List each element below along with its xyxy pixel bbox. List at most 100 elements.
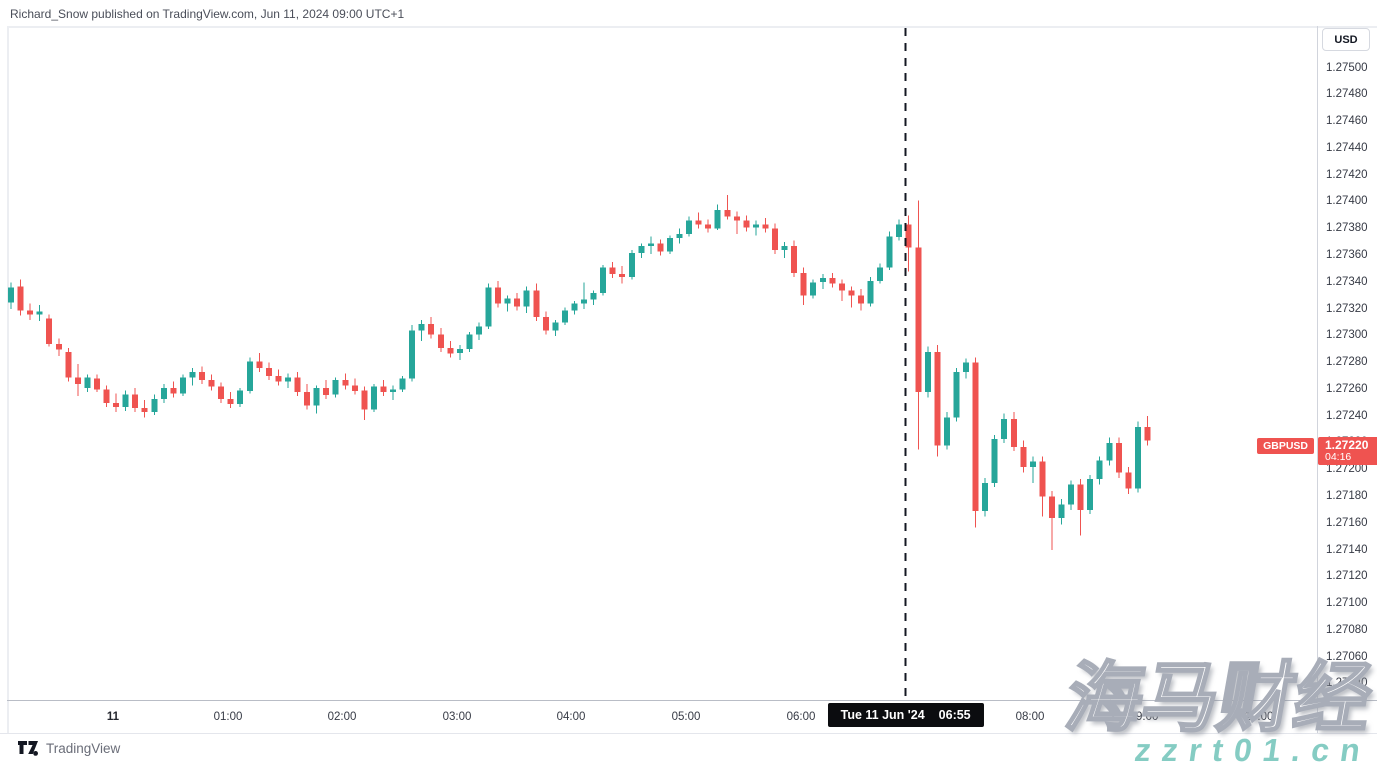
candle-body: [132, 394, 139, 409]
price-tick-label: 1.27340: [1326, 276, 1368, 288]
candle-body: [924, 351, 931, 393]
crosshair-date: Tue 11 Jun '24: [840, 708, 925, 722]
candle-body: [886, 236, 893, 268]
candle-body: [676, 234, 683, 239]
price-tick-label: 1.27160: [1326, 517, 1368, 529]
candle-body: [896, 224, 903, 237]
candle-body: [237, 390, 244, 405]
candle-body: [791, 246, 798, 273]
price-tick-label: 1.27060: [1326, 651, 1368, 663]
candle-body: [1029, 461, 1036, 468]
candle-body: [724, 209, 731, 217]
candle-body: [476, 326, 482, 335]
candle-body: [934, 351, 941, 446]
candle-body: [533, 290, 540, 318]
candle-body: [1096, 460, 1103, 480]
price-tick-label: 1.27360: [1326, 249, 1368, 261]
candle-body: [858, 295, 864, 304]
price-tick-label: 1.27400: [1326, 195, 1368, 207]
candle-body: [628, 252, 635, 277]
candle-body: [1039, 461, 1046, 497]
candle-body: [772, 228, 778, 251]
candle-body: [418, 323, 425, 331]
candle-body: [705, 224, 712, 229]
candle-body: [561, 310, 568, 323]
candle-body: [609, 267, 616, 275]
candle-body: [1020, 447, 1027, 468]
candle-body: [227, 398, 234, 405]
candle-body: [953, 372, 960, 418]
price-tick-label: 1.27420: [1326, 169, 1368, 181]
candle-body: [46, 318, 53, 344]
candle-body: [590, 293, 597, 300]
candle-body: [256, 361, 263, 368]
candle-body: [762, 224, 769, 229]
candle-body: [447, 347, 454, 354]
candle-body: [963, 362, 969, 372]
candle-body: [638, 246, 645, 253]
candle-body: [514, 298, 521, 307]
bottom-border: [0, 733, 1377, 734]
tradingview-brand[interactable]: TradingView: [18, 740, 120, 757]
candle-body: [1144, 426, 1151, 441]
candle-body: [810, 282, 817, 296]
price-tick-label: 1.27300: [1326, 329, 1368, 341]
price-axis-separator[interactable]: [1317, 26, 1318, 733]
candle-body: [84, 377, 91, 388]
candle-body: [1001, 418, 1008, 439]
crosshair-time: 06:55: [938, 708, 971, 722]
price-tick-label: 1.27320: [1326, 303, 1368, 315]
tradingview-brand-text: TradingView: [46, 741, 121, 756]
candle-body: [743, 220, 750, 228]
price-tick-label: 1.27100: [1326, 597, 1368, 609]
candle-body: [179, 377, 186, 394]
candle-body: [36, 311, 43, 315]
price-tick-label: 1.27460: [1326, 115, 1368, 127]
candle-body: [752, 224, 759, 228]
candle-body: [838, 283, 845, 291]
candle-body: [437, 334, 444, 348]
candle-body: [800, 272, 807, 296]
candle-body: [151, 398, 158, 413]
candle-body: [714, 209, 721, 229]
candle-body: [733, 216, 740, 221]
currency-toggle-button[interactable]: USD: [1322, 28, 1370, 51]
candle-body: [686, 220, 693, 235]
candle-body: [667, 238, 673, 252]
candle-body: [1087, 479, 1094, 510]
time-tick-label: 05:00: [671, 711, 701, 723]
time-tick-label: 02:00: [327, 711, 357, 723]
candle-body: [1125, 472, 1132, 489]
candle-body: [65, 351, 72, 378]
candle-body: [351, 385, 358, 391]
candle-body: [74, 377, 81, 384]
time-axis-separator[interactable]: [7, 700, 1377, 701]
candle-body: [55, 343, 62, 350]
candle-body: [285, 377, 291, 382]
candle-body: [657, 243, 664, 252]
candle-body: [304, 392, 311, 406]
price-tick-label: 1.27040: [1326, 677, 1368, 689]
candle-body: [27, 310, 34, 315]
price-tick-label: 1.27200: [1326, 463, 1368, 475]
candle-body: [170, 388, 177, 394]
candle-body: [819, 278, 826, 283]
candle-body: [781, 246, 788, 251]
price-tick-label: 1.27500: [1326, 62, 1368, 74]
candle-body: [294, 377, 301, 392]
candle-body: [199, 372, 205, 380]
candle-body: [380, 386, 387, 393]
candle-body: [409, 330, 416, 379]
candle-body: [647, 243, 654, 247]
candle-body: [1077, 484, 1084, 510]
candle-body: [466, 334, 473, 350]
candle-body: [905, 224, 912, 248]
candle-body: [982, 483, 989, 512]
time-tick-label: 01:00: [213, 711, 243, 723]
time-tick-label: 04:00: [556, 711, 586, 723]
price-tick-label: 1.27240: [1326, 410, 1368, 422]
candle-body: [342, 380, 349, 386]
candle-body: [943, 417, 950, 446]
time-tick-label: 08:00: [1015, 711, 1045, 723]
